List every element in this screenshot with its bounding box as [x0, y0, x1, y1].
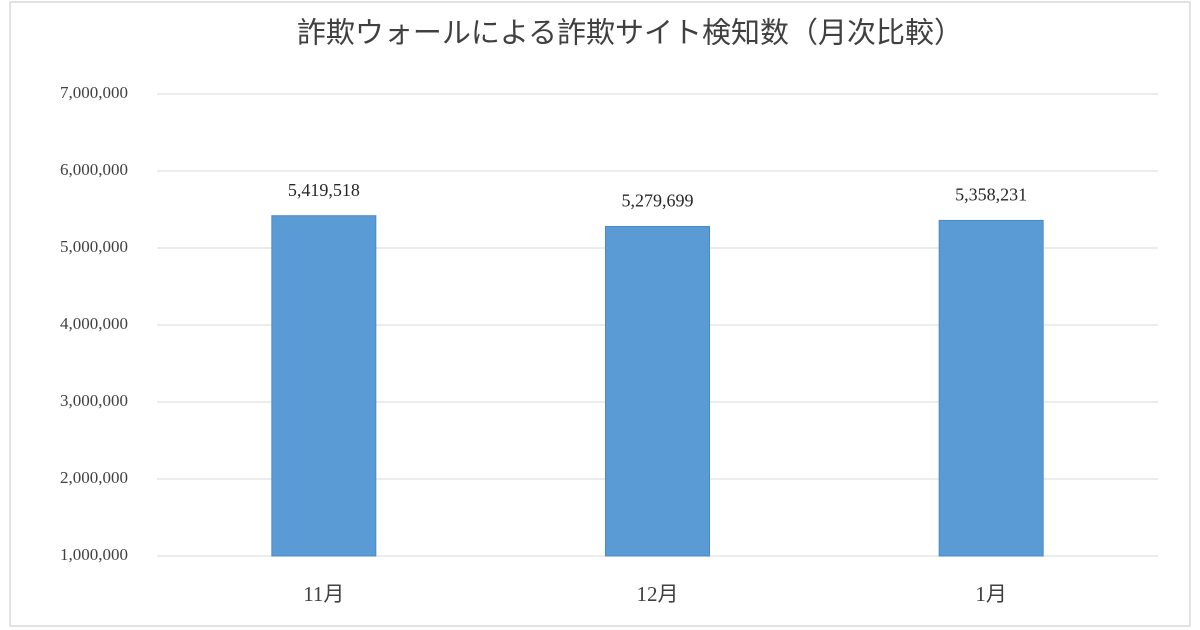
y-tick-label: 3,000,000	[60, 391, 128, 410]
y-tick-label: 6,000,000	[60, 160, 128, 179]
data-label: 5,419,518	[288, 180, 360, 200]
bar	[271, 215, 377, 557]
y-tick-label: 1,000,000	[60, 545, 128, 564]
x-tick-label: 11月	[303, 582, 344, 606]
y-tick-label: 2,000,000	[60, 468, 128, 487]
y-tick-label: 5,000,000	[60, 237, 128, 256]
y-tick-label: 7,000,000	[60, 83, 128, 102]
bar	[938, 219, 1044, 557]
x-tick-label: 12月	[637, 582, 679, 606]
data-label: 5,358,231	[955, 185, 1027, 205]
bar	[605, 225, 710, 557]
y-tick-label: 4,000,000	[60, 314, 128, 333]
x-tick-label: 1月	[975, 582, 1007, 606]
chart-title: 詐欺ウォールによる詐欺サイト検知数（月次比較）	[297, 17, 963, 50]
data-label: 5,279,699	[622, 191, 694, 211]
